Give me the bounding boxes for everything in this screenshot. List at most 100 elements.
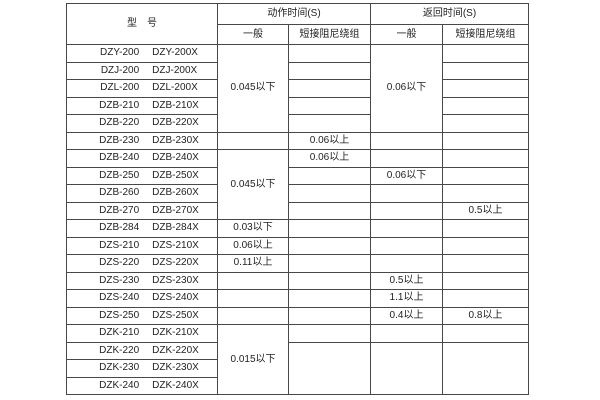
header-action-time: 动作时间(S) <box>218 4 371 25</box>
return-damping-cell-r16: 0.8以上 <box>443 307 529 325</box>
model-label: DZB-270 <box>99 204 140 216</box>
return-damping-cell-r8 <box>443 167 529 185</box>
return-general-cell-r18 <box>371 342 443 395</box>
model-label: DZS-240X <box>152 292 199 304</box>
return-damping-cell-r14 <box>443 272 529 290</box>
return-damping-cell-r6 <box>443 132 529 150</box>
return-damping-cell-r4 <box>443 97 529 115</box>
model-cell-DZS-250: DZS-250 DZS-250X <box>67 307 218 325</box>
model-cell-DZK-220: DZK-220 DZK-220X <box>67 342 218 360</box>
return-general-cell-r17 <box>371 325 443 343</box>
action-damping-cell-r16 <box>289 307 371 325</box>
header-return-damping: 短接阻尼绕组 <box>443 25 529 45</box>
model-cell-DZK-240: DZK-240 DZK-240X <box>67 377 218 395</box>
model-label: DZB-240 <box>99 152 140 164</box>
return-damping-cell-r10: 0.5以上 <box>443 202 529 220</box>
return-general-cell-r7 <box>371 150 443 168</box>
model-cell-DZB-270: DZB-270 DZB-270X <box>67 202 218 220</box>
action-general-cell-r1: 0.045以下 <box>218 45 289 133</box>
model-label: DZK-220X <box>152 344 199 356</box>
model-label: DZS-240 <box>99 292 140 304</box>
header-action-general: 一般 <box>218 25 289 45</box>
model-cell-DZK-210: DZK-210 DZK-210X <box>67 325 218 343</box>
model-cell-DZL-200: DZL-200 DZL-200X <box>67 80 218 98</box>
return-damping-cell-r18 <box>443 342 529 395</box>
model-label: DZK-230 <box>99 362 140 374</box>
model-cell-DZS-210: DZS-210 DZS-210X <box>67 237 218 255</box>
return-damping-cell-r1 <box>443 45 529 63</box>
return-general-cell-r14: 0.5以上 <box>371 272 443 290</box>
model-label: DZY-200X <box>152 47 198 59</box>
model-label: DZS-210 <box>99 239 140 251</box>
model-label: DZS-230X <box>152 274 199 286</box>
model-label: DZS-220X <box>152 257 199 269</box>
model-label: DZB-230X <box>152 134 199 146</box>
return-general-cell-r12 <box>371 237 443 255</box>
action-damping-cell-r4 <box>289 97 371 115</box>
model-label: DZB-284 <box>99 222 140 234</box>
return-general-cell-r10 <box>371 202 443 220</box>
action-damping-cell-r1 <box>289 45 371 63</box>
model-label: DZY-200 <box>100 47 140 59</box>
return-general-cell-r1: 0.06以下 <box>371 45 443 133</box>
model-label: DZB-284X <box>152 222 199 234</box>
return-general-cell-r6 <box>371 132 443 150</box>
model-label: DZB-240X <box>152 152 199 164</box>
action-damping-cell-r3 <box>289 80 371 98</box>
action-damping-cell-r15 <box>289 290 371 308</box>
header-model: 型 号 <box>67 4 218 45</box>
action-damping-cell-r12 <box>289 237 371 255</box>
relay-spec-table: 型 号 动作时间(S) 返回时间(S) 一般 短接阻尼绕组 一般 短接阻尼绕组 … <box>66 3 529 395</box>
return-damping-cell-r2 <box>443 62 529 80</box>
return-damping-cell-r9 <box>443 185 529 203</box>
model-cell-DZB-230: DZB-230 DZB-230X <box>67 132 218 150</box>
return-general-cell-r13 <box>371 255 443 273</box>
model-label: DZK-240 <box>99 379 140 391</box>
return-damping-cell-r12 <box>443 237 529 255</box>
model-label: DZB-210 <box>99 99 140 111</box>
model-label: DZJ-200X <box>152 64 198 76</box>
action-damping-cell-r11 <box>289 220 371 238</box>
action-damping-cell-r8 <box>289 167 371 185</box>
model-label: DZK-220 <box>99 344 140 356</box>
action-general-cell-r7: 0.045以下 <box>218 150 289 220</box>
action-general-cell-r11: 0.03以下 <box>218 220 289 238</box>
action-damping-cell-r10 <box>289 202 371 220</box>
header-action-damping: 短接阻尼绕组 <box>289 25 371 45</box>
model-cell-DZJ-200: DZJ-200 DZJ-200X <box>67 62 218 80</box>
model-label: DZJ-200 <box>100 64 140 76</box>
model-cell-DZB-220: DZB-220 DZB-220X <box>67 115 218 133</box>
action-general-cell-r16 <box>218 307 289 325</box>
model-label: DZS-250X <box>152 309 199 321</box>
model-cell-DZB-284: DZB-284 DZB-284X <box>67 220 218 238</box>
model-label: DZS-230 <box>99 274 140 286</box>
model-label: DZS-210X <box>152 239 199 251</box>
action-general-cell-r14 <box>218 272 289 290</box>
return-damping-cell-r7 <box>443 150 529 168</box>
model-label: DZB-260 <box>99 187 140 199</box>
action-damping-cell-r6: 0.06以上 <box>289 132 371 150</box>
action-general-cell-r15 <box>218 290 289 308</box>
model-label: DZS-220 <box>99 257 140 269</box>
model-label: DZK-210X <box>152 327 199 339</box>
header-return-time: 返回时间(S) <box>371 4 529 25</box>
model-label: DZL-200X <box>152 82 198 94</box>
action-general-cell-r17: 0.015以下 <box>218 325 289 395</box>
model-cell-DZB-250: DZB-250 DZB-250X <box>67 167 218 185</box>
action-damping-cell-r9 <box>289 185 371 203</box>
action-general-cell-r12: 0.06以上 <box>218 237 289 255</box>
model-label: DZB-270X <box>152 204 199 216</box>
return-general-cell-r9 <box>371 185 443 203</box>
model-label: DZS-250 <box>99 309 140 321</box>
model-cell-DZS-220: DZS-220 DZS-220X <box>67 255 218 273</box>
model-cell-DZS-230: DZS-230 DZS-230X <box>67 272 218 290</box>
model-cell-DZB-260: DZB-260 DZB-260X <box>67 185 218 203</box>
return-damping-cell-r13 <box>443 255 529 273</box>
model-label: DZB-260X <box>152 187 199 199</box>
model-label: DZB-230 <box>99 134 140 146</box>
model-cell-DZS-240: DZS-240 DZS-240X <box>67 290 218 308</box>
return-general-cell-r8: 0.06以下 <box>371 167 443 185</box>
return-damping-cell-r17 <box>443 325 529 343</box>
action-damping-cell-r2 <box>289 62 371 80</box>
